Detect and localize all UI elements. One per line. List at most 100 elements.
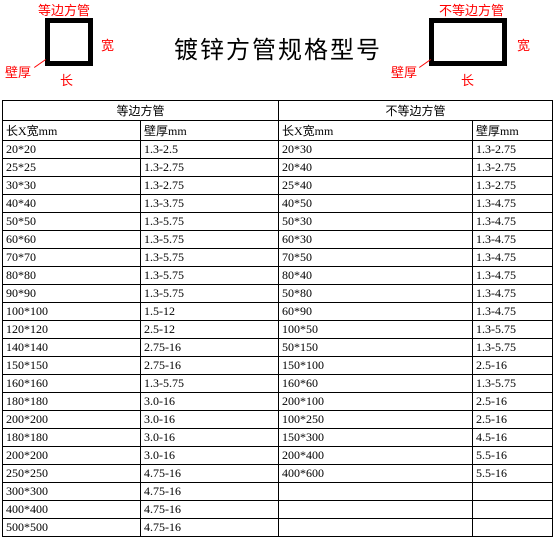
table-cell: 3.0-16 [141, 447, 279, 465]
header-diagram-area: 等边方管 宽 长 壁厚 镀锌方管规格型号 不等边方管 宽 长 壁厚 [0, 0, 556, 100]
table-row: 50*501.3-5.7550*301.3-4.75 [3, 213, 553, 231]
table-cell: 150*100 [279, 357, 473, 375]
table-row: 180*1803.0-16150*3004.5-16 [3, 429, 553, 447]
table-row: 30*301.3-2.7525*401.3-2.75 [3, 177, 553, 195]
table-cell: 50*30 [279, 213, 473, 231]
table-cell: 1.3-5.75 [141, 285, 279, 303]
table-cell: 50*150 [279, 339, 473, 357]
equal-length-label: 长 [60, 70, 73, 89]
table-cell: 20*20 [3, 141, 141, 159]
table-cell: 2.5-16 [473, 411, 553, 429]
table-row: 25*251.3-2.7520*401.3-2.75 [3, 159, 553, 177]
table-cell: 30*30 [3, 177, 141, 195]
table-cell: 50*50 [3, 213, 141, 231]
unequal-length-label: 长 [461, 70, 474, 89]
equal-side-diagram: 等边方管 宽 长 壁厚 [5, 0, 135, 100]
equal-caption: 等边方管 [38, 0, 90, 19]
table-cell [473, 483, 553, 501]
table-cell: 1.5-12 [141, 303, 279, 321]
table-cell [473, 501, 553, 519]
table-cell: 80*40 [279, 267, 473, 285]
table-cell: 5.5-16 [473, 465, 553, 483]
table-row: 80*801.3-5.7580*401.3-4.75 [3, 267, 553, 285]
table-cell: 2.5-12 [141, 321, 279, 339]
table-row: 500*5004.75-16 [3, 519, 553, 537]
table-row: 160*1601.3-5.75160*601.3-5.75 [3, 375, 553, 393]
col-header: 壁厚mm [473, 121, 553, 141]
table-row: 250*2504.75-16400*6005.5-16 [3, 465, 553, 483]
table-cell: 1.3-4.75 [473, 213, 553, 231]
col-header-row: 长X宽mm 壁厚mm 长X宽mm 壁厚mm [3, 121, 553, 141]
table-row: 140*1402.75-1650*1501.3-5.75 [3, 339, 553, 357]
table-body: 20*201.3-2.520*301.3-2.7525*251.3-2.7520… [3, 141, 553, 537]
table-cell: 1.3-5.75 [141, 249, 279, 267]
table-cell: 2.5-16 [473, 393, 553, 411]
table-row: 70*701.3-5.7570*501.3-4.75 [3, 249, 553, 267]
group-header-equal: 等边方管 [3, 101, 279, 121]
table-cell: 1.3-5.75 [473, 321, 553, 339]
unequal-width-label: 宽 [517, 35, 530, 54]
table-cell: 80*80 [3, 267, 141, 285]
table-row: 90*901.3-5.7550*801.3-4.75 [3, 285, 553, 303]
table-cell: 3.0-16 [141, 393, 279, 411]
col-header: 壁厚mm [141, 121, 279, 141]
table-cell: 1.3-5.75 [473, 375, 553, 393]
table-row: 400*4004.75-16 [3, 501, 553, 519]
table-cell: 500*500 [3, 519, 141, 537]
table-cell: 100*100 [3, 303, 141, 321]
table-row: 20*201.3-2.520*301.3-2.75 [3, 141, 553, 159]
table-cell: 400*600 [279, 465, 473, 483]
table-cell: 1.3-2.75 [473, 177, 553, 195]
table-cell: 300*300 [3, 483, 141, 501]
equal-width-label: 宽 [101, 35, 114, 54]
table-cell: 1.3-5.75 [141, 267, 279, 285]
table-row: 150*1502.75-16150*1002.5-16 [3, 357, 553, 375]
table-cell: 1.3-4.75 [473, 249, 553, 267]
table-cell: 4.75-16 [141, 483, 279, 501]
table-cell: 1.3-2.75 [141, 159, 279, 177]
table-cell [279, 483, 473, 501]
table-row: 40*401.3-3.7540*501.3-4.75 [3, 195, 553, 213]
table-cell: 160*60 [279, 375, 473, 393]
unequal-side-diagram: 不等边方管 宽 长 壁厚 [391, 0, 551, 100]
table-cell: 180*180 [3, 429, 141, 447]
unequal-thickness-label: 壁厚 [391, 62, 417, 81]
table-cell: 200*200 [3, 411, 141, 429]
table-cell: 1.3-2.5 [141, 141, 279, 159]
table-cell: 250*250 [3, 465, 141, 483]
table-cell: 1.3-5.75 [141, 231, 279, 249]
table-cell: 70*70 [3, 249, 141, 267]
table-cell: 4.75-16 [141, 519, 279, 537]
table-cell: 1.3-4.75 [473, 285, 553, 303]
table-cell: 1.3-2.75 [473, 159, 553, 177]
table-cell: 1.3-4.75 [473, 303, 553, 321]
table-cell: 2.75-16 [141, 357, 279, 375]
table-cell: 120*120 [3, 321, 141, 339]
table-cell: 4.5-16 [473, 429, 553, 447]
table-cell: 150*300 [279, 429, 473, 447]
table-cell: 1.3-2.75 [141, 177, 279, 195]
table-cell: 1.3-5.75 [473, 339, 553, 357]
table-cell: 60*30 [279, 231, 473, 249]
table-cell: 5.5-16 [473, 447, 553, 465]
table-cell: 40*40 [3, 195, 141, 213]
table-row: 200*2003.0-16200*4005.5-16 [3, 447, 553, 465]
table-cell: 1.3-4.75 [473, 231, 553, 249]
table-cell: 140*140 [3, 339, 141, 357]
table-cell: 3.0-16 [141, 411, 279, 429]
table-cell: 180*180 [3, 393, 141, 411]
table-row: 120*1202.5-12100*501.3-5.75 [3, 321, 553, 339]
table-cell: 1.3-5.75 [141, 375, 279, 393]
table-cell: 90*90 [3, 285, 141, 303]
unequal-caption: 不等边方管 [439, 0, 504, 19]
table-cell: 60*60 [3, 231, 141, 249]
table-row: 60*601.3-5.7560*301.3-4.75 [3, 231, 553, 249]
table-cell: 4.75-16 [141, 465, 279, 483]
group-header-row: 等边方管 不等边方管 [3, 101, 553, 121]
table-cell: 200*200 [3, 447, 141, 465]
table-cell: 1.3-4.75 [473, 267, 553, 285]
table-cell: 1.3-3.75 [141, 195, 279, 213]
table-cell: 100*50 [279, 321, 473, 339]
table-cell: 3.0-16 [141, 429, 279, 447]
table-cell: 100*250 [279, 411, 473, 429]
